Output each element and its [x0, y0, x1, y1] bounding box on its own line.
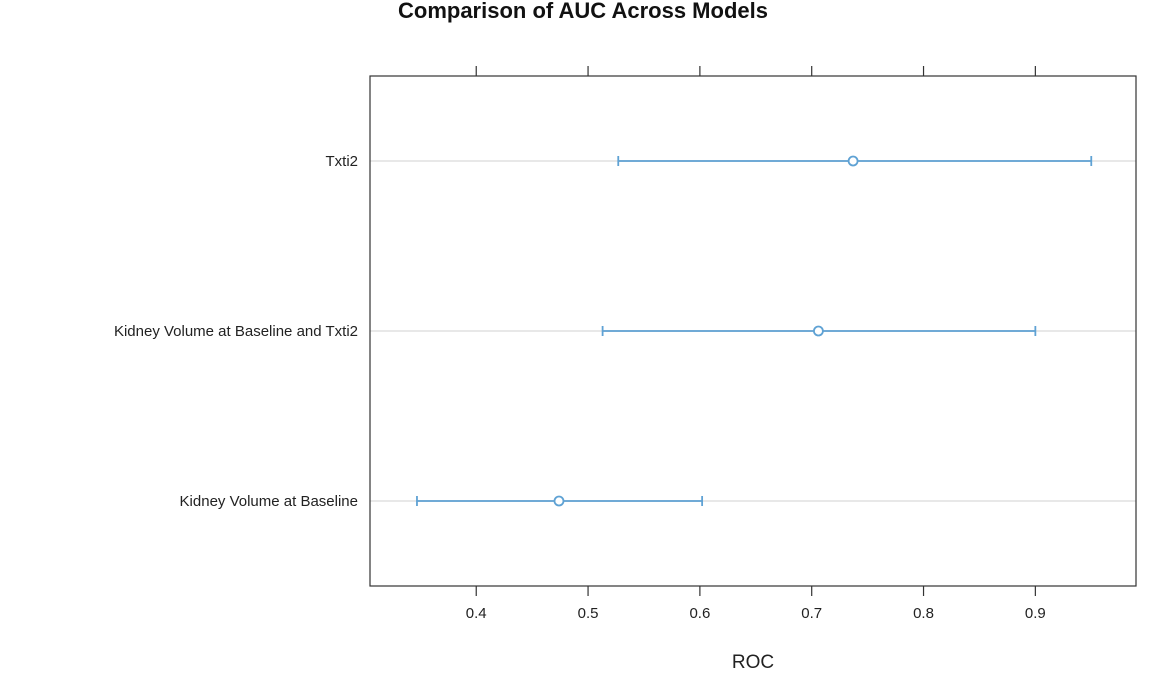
x-tick-label: 0.7	[801, 605, 822, 622]
category-label: Txti2	[325, 153, 358, 170]
axis-ticks	[475, 66, 1036, 596]
category-label: Kidney Volume at Baseline and Txti2	[114, 323, 358, 340]
category-label: Kidney Volume at Baseline	[180, 493, 358, 510]
x-tick-label: 0.9	[1025, 605, 1046, 622]
data-marks	[416, 155, 1093, 507]
plot-frame	[369, 75, 1137, 587]
x-tick-label: 0.5	[578, 605, 599, 622]
x-tick-labels: 0.4 0.5 0.6 0.7 0.8 0.9	[466, 605, 1046, 622]
estimate-point	[813, 325, 824, 337]
estimate-point	[553, 495, 565, 507]
x-tick-label: 0.6	[689, 605, 710, 622]
x-tick-label: 0.4	[466, 605, 487, 622]
y-category-labels: Txti2 Kidney Volume at Baseline and Txti2…	[114, 153, 358, 510]
chart-title: Comparison of AUC Across Models	[398, 0, 768, 23]
estimate-point	[847, 155, 859, 167]
x-tick-label: 0.8	[913, 605, 934, 622]
x-axis-label: ROC	[732, 652, 774, 673]
